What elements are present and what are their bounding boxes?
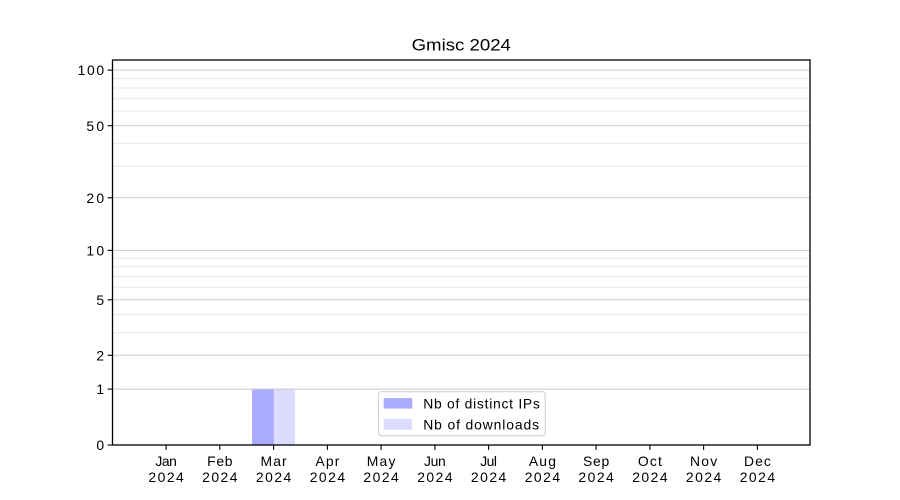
svg-text:2024: 2024	[578, 469, 614, 485]
svg-text:Jun: Jun	[424, 453, 446, 469]
svg-text:Sep: Sep	[583, 453, 609, 469]
svg-text:Mar: Mar	[261, 453, 288, 469]
svg-text:Nb of downloads: Nb of downloads	[423, 416, 539, 432]
svg-text:Aug: Aug	[529, 453, 556, 469]
svg-text:Feb: Feb	[207, 453, 233, 469]
svg-text:2024: 2024	[148, 469, 184, 485]
svg-text:Nb of distinct IPs: Nb of distinct IPs	[423, 395, 540, 411]
svg-text:2024: 2024	[632, 469, 668, 485]
svg-text:Jul: Jul	[480, 453, 497, 469]
svg-text:1: 1	[96, 381, 104, 397]
svg-text:2024: 2024	[363, 469, 399, 485]
svg-text:2024: 2024	[202, 469, 238, 485]
svg-text:2: 2	[96, 347, 104, 363]
svg-text:2024: 2024	[310, 469, 346, 485]
svg-text:2024: 2024	[256, 469, 292, 485]
svg-text:5: 5	[96, 292, 104, 308]
svg-text:20: 20	[86, 190, 104, 206]
svg-text:May: May	[367, 453, 396, 469]
svg-text:50: 50	[86, 118, 104, 134]
svg-text:2024: 2024	[740, 469, 776, 485]
svg-text:Gmisc 2024: Gmisc 2024	[412, 36, 511, 55]
svg-text:Dec: Dec	[744, 453, 771, 469]
svg-text:10: 10	[86, 243, 104, 259]
svg-text:Apr: Apr	[315, 453, 339, 469]
svg-text:2024: 2024	[471, 469, 507, 485]
svg-text:Jan: Jan	[155, 453, 176, 469]
svg-text:2024: 2024	[417, 469, 453, 485]
svg-text:Oct: Oct	[638, 453, 662, 469]
svg-text:Nov: Nov	[690, 453, 717, 469]
svg-text:2024: 2024	[525, 469, 561, 485]
svg-text:100: 100	[78, 62, 105, 78]
svg-text:0: 0	[96, 437, 104, 453]
svg-text:2024: 2024	[686, 469, 722, 485]
